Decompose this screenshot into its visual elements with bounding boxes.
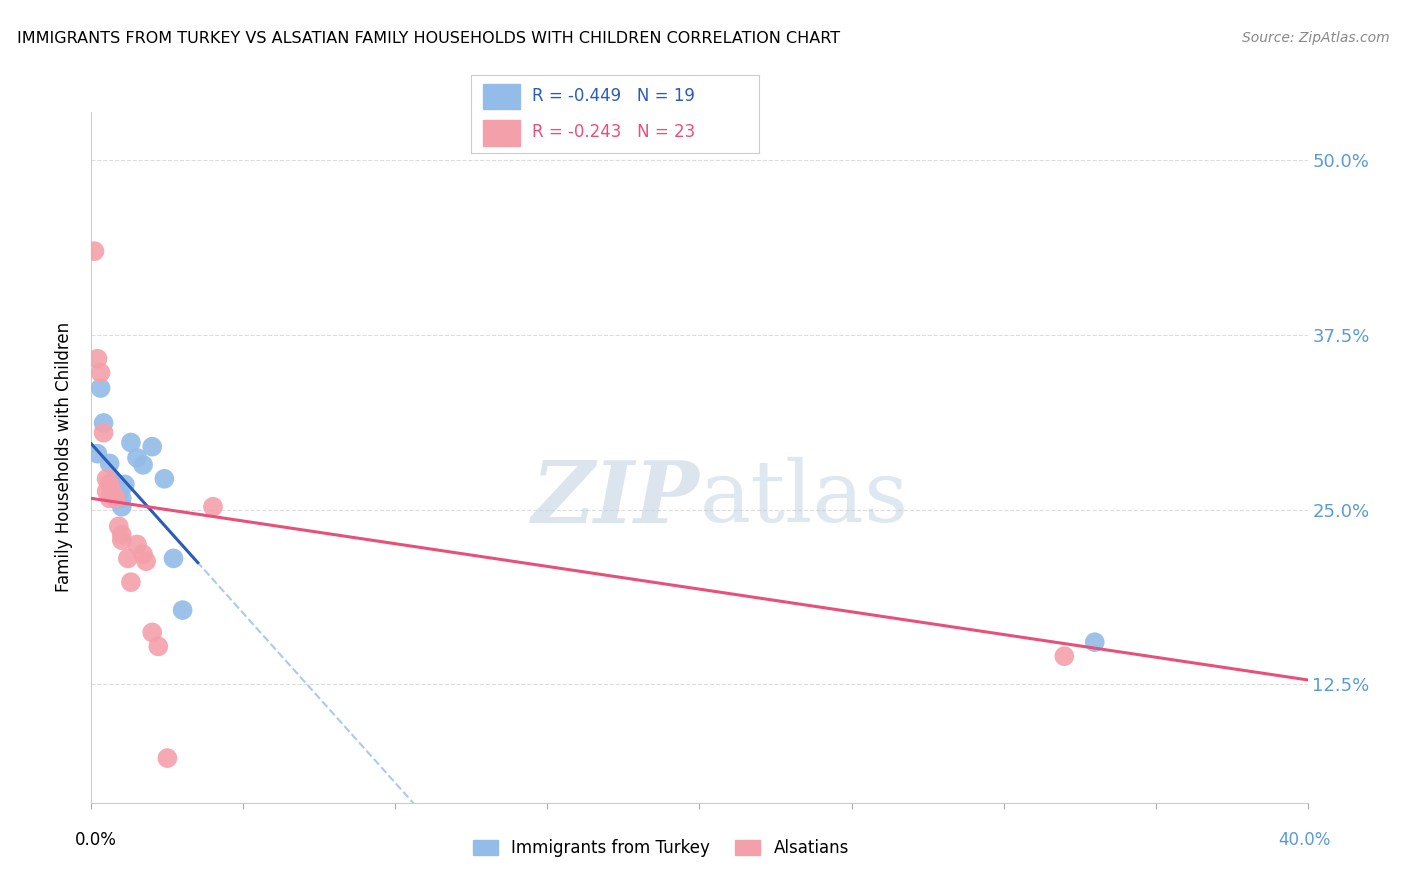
Point bbox=[101, 485, 124, 500]
Point bbox=[135, 554, 157, 568]
Point bbox=[1053, 649, 1076, 664]
Point bbox=[162, 551, 184, 566]
Point bbox=[104, 477, 127, 491]
Point bbox=[1084, 635, 1107, 649]
Text: R = -0.449   N = 19: R = -0.449 N = 19 bbox=[531, 87, 695, 104]
Point bbox=[101, 485, 124, 500]
Point bbox=[202, 500, 225, 514]
Point bbox=[132, 547, 155, 561]
Text: R = -0.243   N = 23: R = -0.243 N = 23 bbox=[531, 123, 695, 141]
Text: atlas: atlas bbox=[699, 457, 908, 541]
Point bbox=[120, 575, 142, 590]
Point bbox=[132, 458, 155, 472]
Point bbox=[107, 485, 129, 500]
Text: IMMIGRANTS FROM TURKEY VS ALSATIAN FAMILY HOUSEHOLDS WITH CHILDREN CORRELATION C: IMMIGRANTS FROM TURKEY VS ALSATIAN FAMIL… bbox=[17, 31, 839, 46]
Point bbox=[153, 472, 176, 486]
Point bbox=[111, 533, 134, 548]
Point bbox=[117, 551, 139, 566]
Point bbox=[125, 450, 148, 465]
Point bbox=[156, 751, 179, 765]
Point bbox=[96, 484, 118, 499]
Point bbox=[93, 425, 115, 440]
Point bbox=[93, 416, 115, 430]
Point bbox=[98, 491, 121, 506]
Point bbox=[120, 435, 142, 450]
Point bbox=[98, 477, 121, 491]
Point bbox=[111, 527, 134, 541]
Point bbox=[83, 244, 105, 259]
Point bbox=[141, 440, 163, 454]
Point bbox=[111, 500, 134, 514]
Bar bbox=[482, 84, 520, 109]
Point bbox=[104, 491, 127, 506]
Bar bbox=[482, 120, 520, 145]
Point bbox=[101, 475, 124, 489]
Point bbox=[86, 447, 108, 461]
Text: ZIP: ZIP bbox=[531, 457, 699, 541]
Point bbox=[89, 381, 111, 395]
Point bbox=[172, 603, 194, 617]
Point bbox=[125, 537, 148, 551]
Point bbox=[148, 640, 170, 654]
Text: Source: ZipAtlas.com: Source: ZipAtlas.com bbox=[1241, 31, 1389, 45]
Point bbox=[89, 366, 111, 380]
Text: 0.0%: 0.0% bbox=[75, 831, 117, 849]
Y-axis label: Family Households with Children: Family Households with Children bbox=[55, 322, 73, 592]
Point bbox=[107, 519, 129, 533]
Point bbox=[98, 457, 121, 471]
Legend: Immigrants from Turkey, Alsatians: Immigrants from Turkey, Alsatians bbox=[467, 833, 855, 864]
Point bbox=[86, 351, 108, 366]
Text: 40.0%: 40.0% bbox=[1278, 831, 1331, 849]
Point bbox=[141, 625, 163, 640]
Point bbox=[114, 477, 136, 491]
Point bbox=[96, 472, 118, 486]
Point bbox=[111, 491, 134, 506]
